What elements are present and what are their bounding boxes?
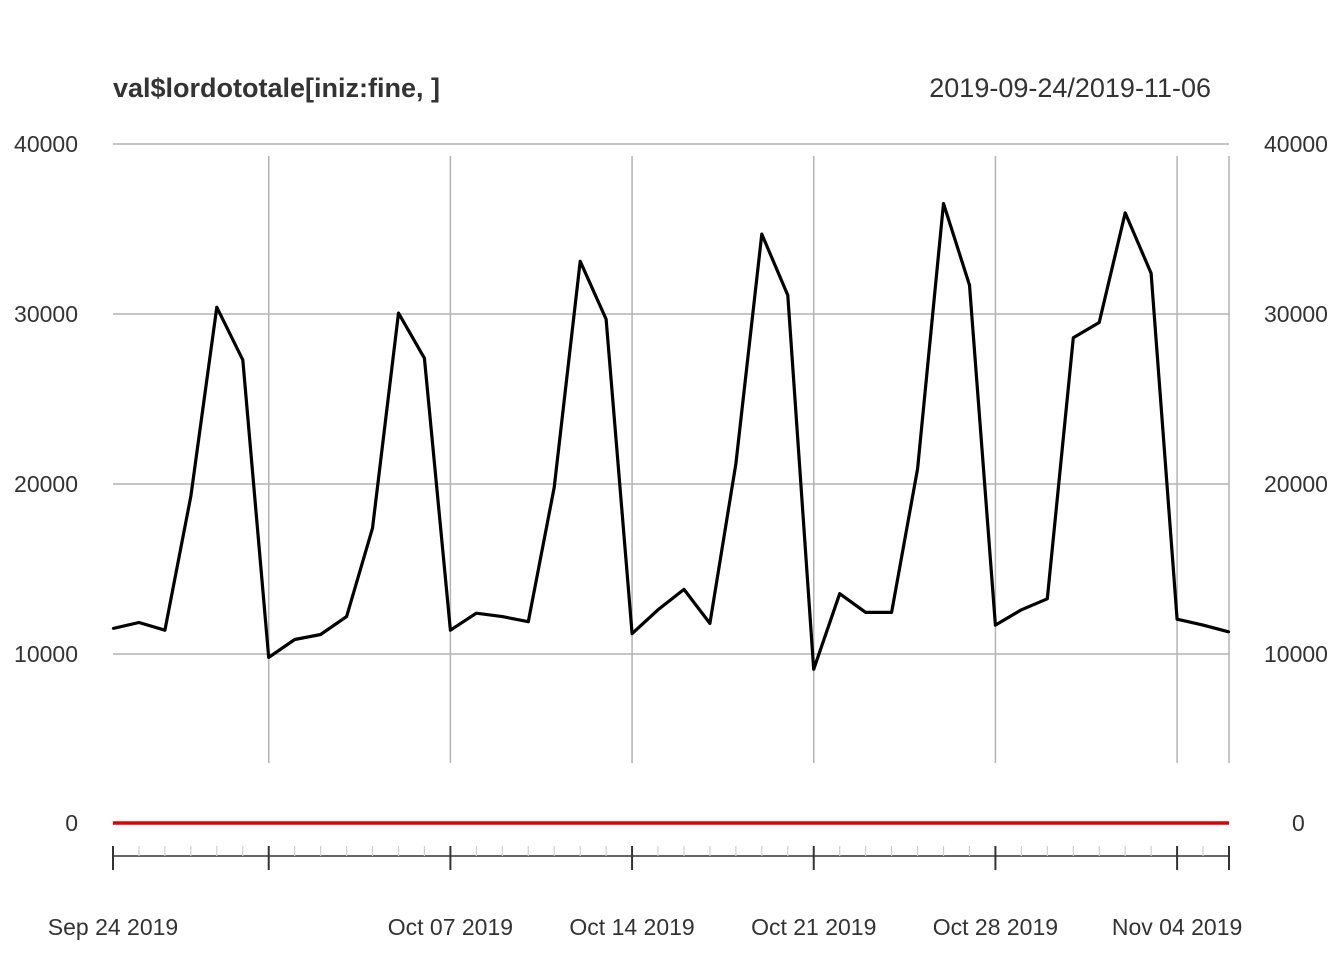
y-tick-label-left: 40000: [14, 131, 78, 157]
y-axis-ticks: 10000 10000 20000 20000 30000 30000 40000 40000: [14, 131, 1328, 667]
data-point: [890, 611, 893, 614]
data-point: [1020, 608, 1023, 611]
data-point: [1201, 623, 1205, 627]
series-layer: [111, 201, 1231, 671]
data-point: [397, 311, 400, 315]
data-point: [682, 588, 686, 591]
data-point: [1175, 617, 1179, 621]
data-point: [864, 611, 867, 614]
data-point: [215, 306, 219, 309]
zero-tick-label-right: 0: [1292, 810, 1305, 836]
x-tick-label: Oct 21 2019: [751, 914, 876, 940]
y-tick-label-left: 10000: [14, 641, 78, 667]
data-point: [838, 592, 841, 595]
data-point: [111, 627, 115, 630]
data-point: [760, 232, 764, 236]
data-point: [786, 294, 789, 297]
data-point: [449, 629, 452, 632]
data-point: [423, 357, 426, 360]
grid-lines: [113, 143, 1230, 763]
data-point: [241, 358, 244, 362]
chart-title: val$lordototale[iniz:fine, ]: [113, 73, 440, 103]
x-tick-label: Oct 28 2019: [933, 914, 1058, 940]
x-tick-label: Sep 24 2019: [48, 914, 178, 940]
y-tick-label-right: 10000: [1264, 641, 1328, 667]
data-point: [630, 632, 634, 635]
data-point: [734, 462, 738, 465]
x-axis: Sep 24 2019 Oct 07 2019 Oct 14 2019 Oct 21 …: [48, 846, 1242, 940]
y-tick-label-right: 20000: [1264, 471, 1328, 497]
data-point: [293, 638, 296, 641]
data-point: [137, 621, 141, 624]
x-tick-label: Oct 14 2019: [569, 914, 694, 940]
y-tick-label-right: 40000: [1264, 131, 1328, 157]
data-point: [968, 283, 971, 287]
data-point: [345, 615, 348, 618]
y-tick-label-left: 30000: [14, 301, 78, 327]
data-point: [1227, 630, 1231, 634]
data-point: [553, 486, 556, 489]
data-point: [1149, 272, 1153, 275]
data-point: [1098, 321, 1101, 324]
data-point: [942, 202, 945, 205]
data-point: [189, 494, 193, 498]
data-point: [916, 467, 919, 470]
x-tick-label: Nov 04 2019: [1112, 914, 1242, 940]
data-point: [1072, 336, 1075, 339]
data-point: [578, 260, 582, 263]
data-point: [163, 629, 167, 632]
data-point: [604, 317, 608, 321]
y-tick-label-left: 20000: [14, 471, 78, 497]
data-point: [1046, 597, 1049, 600]
data-point: [319, 633, 322, 636]
data-point: [994, 623, 997, 627]
data-point: [812, 668, 815, 671]
data-point: [1123, 211, 1127, 215]
zero-tick-label-left: 0: [65, 810, 78, 836]
data-point: [371, 527, 374, 530]
data-point: [267, 656, 270, 659]
data-point: [475, 612, 478, 615]
data-point: [656, 608, 660, 611]
y-tick-label-right: 30000: [1264, 301, 1328, 327]
data-point: [501, 615, 504, 618]
x-tick-label: Oct 07 2019: [388, 914, 513, 940]
data-point: [708, 622, 712, 625]
data-point: [527, 620, 530, 623]
date-range-label: 2019-09-24/2019-11-06: [929, 73, 1211, 103]
series-line: [112, 201, 1230, 671]
